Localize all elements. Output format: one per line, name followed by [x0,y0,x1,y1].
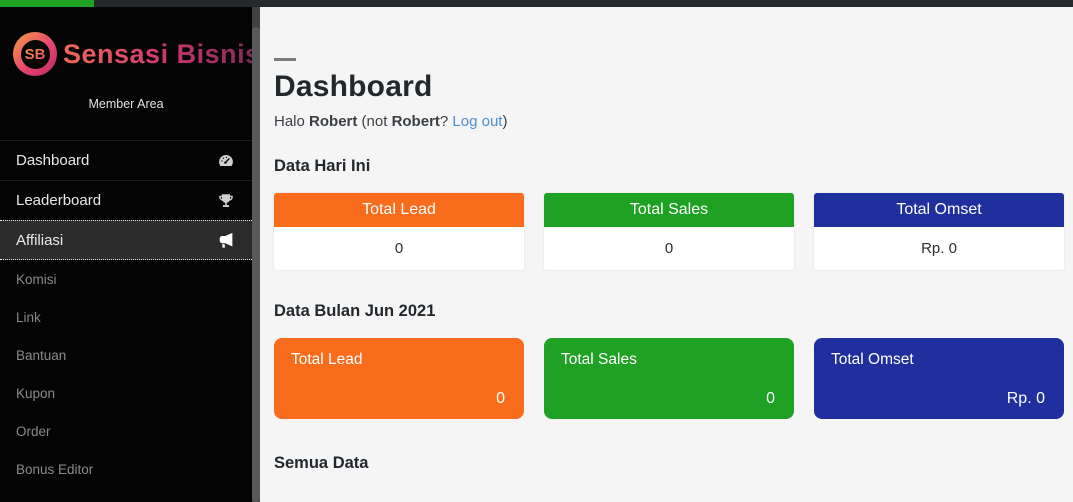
sidebar-item-label: Affiliasi [16,232,63,249]
title-dash-decoration [274,58,296,61]
today-total-sales-card: Total Sales 0 [544,193,794,270]
today-cards-row: Total Lead 0 Total Sales 0 Total Omset R… [274,193,1064,270]
main-content: Dashboard Halo Robert (not Robert? Log o… [260,7,1073,502]
sidebar-item-order[interactable]: Order [0,412,252,450]
sidebar-subitem-label: Order [16,424,51,439]
card-header: Total Sales [544,193,794,227]
section-heading-month: Data Bulan Jun 2021 [274,302,1064,321]
sidebar-item-komisi[interactable]: Komisi [0,260,252,298]
logo-monogram: SB [25,46,46,63]
sidebar-subitem-label: Bantuan [16,348,66,363]
month-cards-row: Total Lead 0 Total Sales 0 Total Omset R… [274,338,1064,419]
card-value: Rp. 0 [814,227,1064,270]
greeting-question: ? [440,113,453,130]
month-total-sales-card: Total Sales 0 [544,338,794,419]
sidebar: SB Sensasi Bisnis Member Area Dashboard [0,7,252,502]
sidebar-item-bonus-editor[interactable]: Bonus Editor [0,450,252,488]
greeting-line: Halo Robert (not Robert? Log out) [274,113,1064,130]
card-header: Total Lead [274,193,524,227]
greeting-username-2: Robert [392,113,440,130]
month-total-omset-card: Total Omset Rp. 0 [814,338,1064,419]
sidebar-item-kupon[interactable]: Kupon [0,374,252,412]
sidebar-subitem-label: Komisi [16,272,57,287]
vertical-scrollbar[interactable] [252,7,260,502]
month-total-lead-card: Total Lead 0 [274,338,524,419]
app-shell: SB Sensasi Bisnis Member Area Dashboard [0,7,1073,502]
card-value: 0 [766,390,775,408]
sidebar-item-label: Leaderboard [16,192,101,209]
sidebar-subitem-label: Link [16,310,41,325]
sidebar-item-dashboard[interactable]: Dashboard [0,140,252,180]
greeting-halo: Halo [274,113,309,130]
page-title: Dashboard [274,70,1064,104]
sidebar-item-affiliasi[interactable]: Affiliasi [0,220,252,260]
today-total-omset-card: Total Omset Rp. 0 [814,193,1064,270]
loading-progress-segment [0,0,94,7]
today-total-lead-card: Total Lead 0 [274,193,524,270]
scrollbar-thumb[interactable] [252,27,260,502]
bullhorn-icon [217,231,235,249]
trophy-icon [217,192,235,210]
sidebar-item-link[interactable]: Link [0,298,252,336]
card-title: Total Omset [831,351,914,369]
card-value: 0 [496,390,505,408]
tachometer-icon [217,152,235,170]
card-header: Total Omset [814,193,1064,227]
greeting-close-paren: ) [502,113,507,130]
member-area-label: Member Area [0,97,252,111]
card-value: 0 [274,227,524,270]
section-heading-today: Data Hari Ini [274,157,1064,176]
sidebar-subitem-label: Kupon [16,386,55,401]
card-title: Total Sales [561,351,637,369]
sidebar-item-bantuan[interactable]: Bantuan [0,336,252,374]
sidebar-item-leaderboard[interactable]: Leaderboard [0,180,252,220]
sidebar-item-facebook-pixel[interactable]: Facebook Pixel [0,488,252,502]
sidebar-subitem-label: Bonus Editor [16,462,93,477]
greeting-not: (not [357,113,391,130]
greeting-username: Robert [309,113,357,130]
card-value: Rp. 0 [1007,390,1045,408]
sidebar-item-label: Dashboard [16,152,89,169]
card-value: 0 [544,227,794,270]
sidebar-nav: Dashboard Leaderboard [0,140,252,502]
logo-mark-icon: SB [13,32,57,76]
section-heading-all: Semua Data [274,454,1064,473]
top-loading-bar [0,0,1073,7]
logout-link[interactable]: Log out [452,113,502,130]
logo[interactable]: SB Sensasi Bisnis [0,7,252,76]
logo-text: Sensasi Bisnis [63,39,252,70]
card-title: Total Lead [291,351,363,369]
